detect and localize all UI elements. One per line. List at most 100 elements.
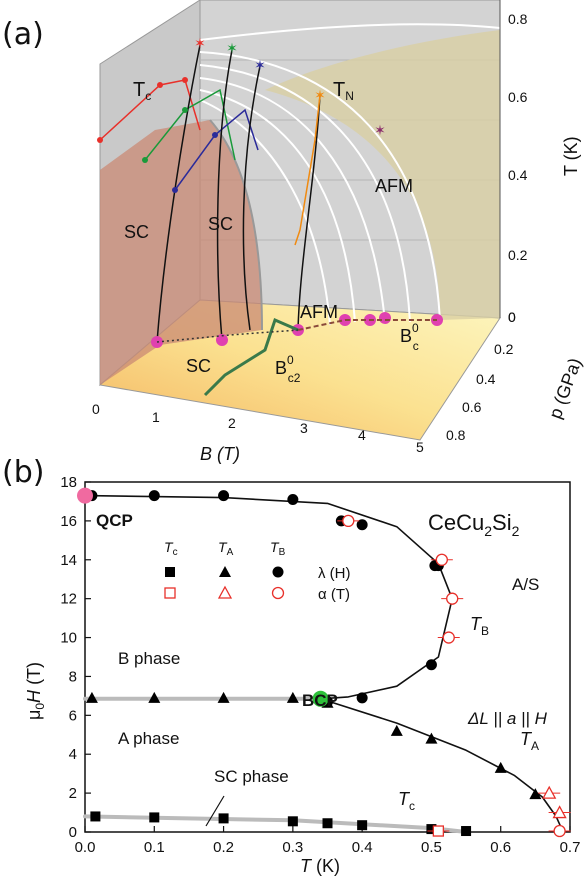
data-points [77, 487, 571, 838]
x-tick-label: 0.4 [352, 839, 373, 856]
t-tick: 0.4 [508, 167, 528, 183]
tc-series [99, 79, 259, 191]
tc-point [97, 137, 103, 143]
data-point-circle [356, 519, 368, 531]
direction-label: ΔL || a || H [467, 709, 548, 728]
data-point-triangle [542, 785, 557, 799]
x-tick-label: 0.6 [490, 839, 511, 856]
data-point-circle [218, 490, 230, 502]
x-axis: 0.0 0.1 0.2 0.3 0.4 0.5 0.6 0.7 [75, 826, 581, 856]
tn-star: ✶ [254, 58, 266, 74]
data-point-square [322, 818, 333, 829]
data-point-circle [553, 824, 566, 838]
sc-wall-label-2: SC [208, 214, 233, 234]
panel-b-letter: (b) [2, 455, 44, 490]
legend-marker-triangle-open [217, 585, 233, 599]
panel-a: (a) [2, 0, 585, 464]
plot-frame [84, 481, 571, 833]
y-tick-label: 12 [60, 591, 77, 608]
y-tick-label: 10 [60, 630, 77, 647]
tc-blue [174, 108, 259, 191]
p-tick: 0.6 [462, 399, 482, 415]
tc-point [182, 77, 188, 83]
b-tick: 1 [152, 409, 160, 425]
data-point-circle [287, 494, 299, 505]
tc-point [157, 82, 163, 88]
p-tick: 0.4 [476, 371, 496, 387]
b-axis: 0 1 2 3 4 5 B (T) [92, 401, 424, 464]
tc-label-b: Tc [398, 789, 415, 813]
tc-points [97, 77, 218, 193]
sc-region [100, 120, 262, 385]
legend-row1: λ (H) [318, 565, 351, 582]
x-tick-label: 0.2 [213, 839, 234, 856]
p-axis-label: p (GPa) [545, 355, 585, 421]
p-tick: 0.8 [446, 427, 466, 443]
data-point-square [426, 824, 437, 835]
b0c2-line [203, 317, 299, 397]
data-point-circle [442, 631, 455, 644]
b-phase-label: B phase [118, 649, 180, 668]
tn-label: TN [333, 79, 354, 103]
data-point-triangle [217, 691, 230, 703]
y-tick-label: 6 [69, 707, 77, 724]
phase-line-t-b [84, 494, 453, 700]
data-point-square [461, 826, 472, 837]
afm-wall-label: AFM [375, 176, 413, 196]
t-tick: 0.2 [508, 247, 528, 263]
x-tick-label: 0.7 [560, 839, 581, 856]
data-point-square [90, 811, 101, 822]
p-tick: 0.2 [494, 341, 514, 357]
qcp-point [77, 487, 93, 504]
t-tick: 0.8 [508, 11, 528, 27]
data-point-square [432, 825, 445, 837]
legend-marker-square-filled [165, 567, 175, 577]
tn-star: ✶ [194, 36, 206, 52]
tn-star: ✶ [226, 41, 238, 57]
sc-phase-label: SC phase [214, 767, 289, 786]
b-tick: 3 [300, 420, 308, 436]
y-tick-label: 14 [60, 552, 77, 569]
t-tick: 0 [508, 309, 516, 325]
b-tick: 0 [92, 401, 100, 417]
b0c2-label: B0 c2 [275, 353, 301, 385]
tc-point [182, 107, 188, 113]
b0c-line [297, 319, 437, 331]
tn-orange [294, 94, 321, 246]
data-point-circle [342, 514, 355, 528]
qcp-label: QCP [96, 511, 133, 530]
data-point-triangle [85, 691, 98, 703]
data-point-circle [446, 592, 459, 605]
floor-point [216, 334, 228, 346]
legend-row2: α (T) [318, 586, 350, 603]
compound-label: CeCu2Si2 [428, 510, 520, 539]
tc-label: Tc [133, 79, 151, 103]
x-tick-label: 0.5 [421, 839, 442, 856]
y-tick-label: 16 [60, 513, 77, 530]
p-tick: 0 [508, 309, 516, 325]
legend-col-tc: Tc [164, 539, 178, 558]
t-tick: 0.6 [508, 89, 528, 105]
data-point-triangle [286, 691, 299, 703]
sc-pointer [205, 795, 225, 827]
data-point-triangle [390, 724, 403, 736]
data-point-triangle [552, 805, 567, 819]
tb-label: TB [470, 614, 489, 638]
a-phase-label: A phase [118, 729, 179, 748]
data-point-circle [356, 692, 368, 704]
data-point-triangle [148, 691, 161, 703]
x-tick-label: 0.1 [144, 839, 165, 856]
data-point-triangle [529, 788, 542, 800]
b-tick: 5 [416, 439, 424, 455]
x-tick-label: 0.3 [282, 839, 303, 856]
sc-boundary [209, 119, 263, 331]
tc-point [172, 187, 178, 193]
t-axis-label: T (K) [561, 136, 581, 176]
tc-point [212, 132, 218, 138]
as-label: A/S [512, 575, 539, 594]
t-axis: 0 0.2 0.4 0.6 0.8 T (K) [499, 0, 581, 325]
legend: Tc TA TB λ (H) α (T) [164, 539, 351, 603]
b-tick: 2 [228, 415, 236, 431]
x-tick-label: 0.0 [75, 839, 96, 856]
